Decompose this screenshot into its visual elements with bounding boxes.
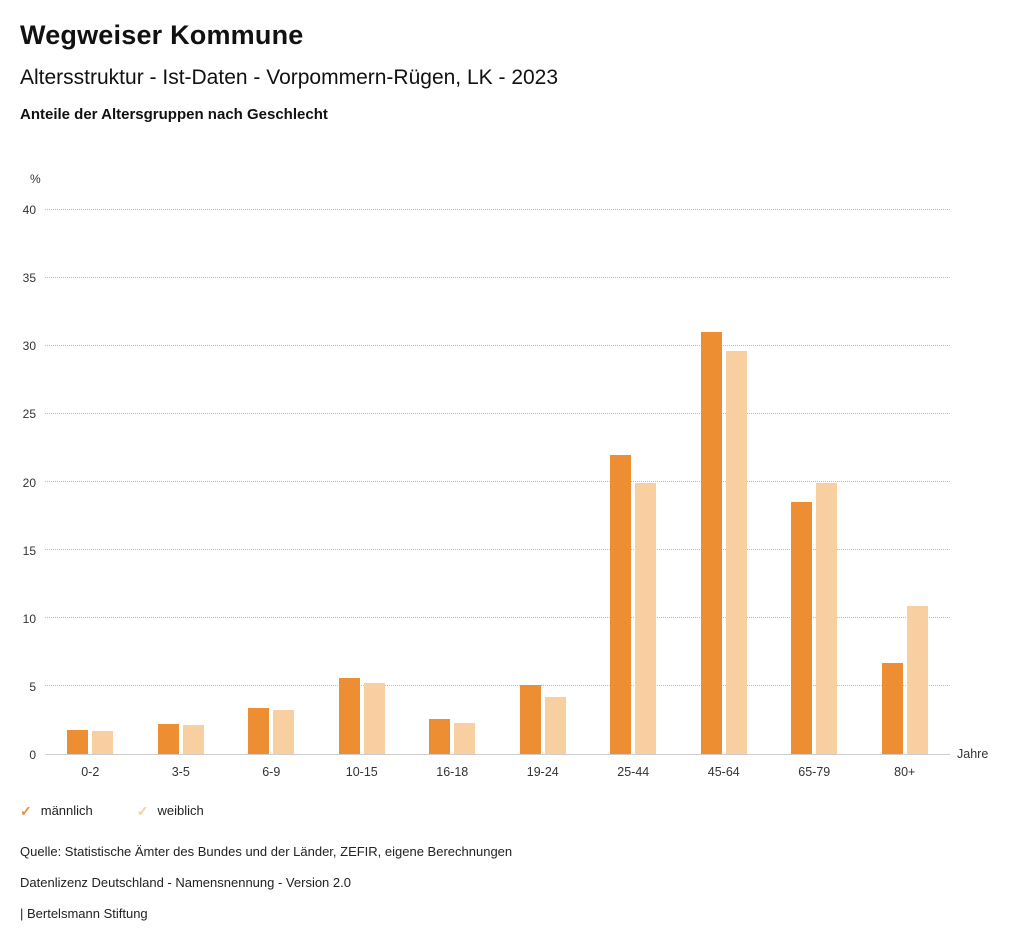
bar-maennlich[interactable] — [519, 684, 541, 754]
legend-label-maennlich: männlich — [40, 803, 93, 818]
legend-label-weiblich: weiblich — [157, 803, 204, 818]
check-icon: ✓ — [136, 802, 149, 819]
bar-weiblich[interactable] — [544, 696, 566, 754]
footer-attribution: | Bertelsmann Stiftung — [20, 906, 148, 921]
gridline — [45, 685, 950, 686]
y-axis-unit-label: % — [30, 172, 41, 186]
bar-group — [407, 210, 498, 754]
bar-weiblich[interactable] — [725, 351, 747, 754]
page-title: Wegweiser Kommune — [20, 20, 304, 50]
gridline — [45, 549, 950, 550]
bar-group — [226, 210, 317, 754]
legend-item-maennlich[interactable]: ✓ männlich — [20, 803, 93, 818]
y-tick-label: 0 — [29, 748, 36, 762]
gridline — [45, 413, 950, 414]
bar-weiblich[interactable] — [363, 683, 385, 754]
x-tick-label: 6-9 — [262, 765, 281, 779]
bar-maennlich[interactable] — [881, 662, 903, 754]
gridline — [45, 481, 950, 482]
bar-weiblich[interactable] — [454, 722, 476, 754]
y-tick-label: 15 — [22, 543, 36, 558]
bar-maennlich[interactable] — [791, 502, 813, 754]
footer-license: Datenlizenz Deutschland - Namensnennung … — [20, 875, 351, 890]
chart-title: Anteile der Altersgruppen nach Geschlech… — [20, 106, 328, 123]
x-axis: 0-2 3-5 6-9 10-15 16-18 19-24 25-44 45-64 65-79 8… — [45, 765, 950, 779]
legend-item-weiblich[interactable]: ✓ weiblich — [137, 803, 204, 818]
x-tick-label: 3-5 — [171, 765, 190, 779]
bar-group — [317, 210, 408, 754]
x-tick-label: 0-2 — [81, 765, 100, 779]
y-axis: 0 5 10 15 20 25 30 35 40 — [0, 203, 36, 762]
x-tick-label: 80+ — [894, 765, 916, 779]
plot-area — [45, 209, 950, 755]
x-tick-label: 65-79 — [798, 765, 831, 779]
x-tick-label: 10-15 — [345, 765, 378, 779]
y-tick-label: 35 — [22, 271, 36, 286]
y-tick-label: 25 — [22, 407, 36, 422]
x-tick-label: 25-44 — [617, 765, 650, 779]
x-axis-unit-label: Jahre — [957, 747, 989, 761]
footer-source: Quelle: Statistische Ämter des Bundes un… — [20, 844, 513, 859]
y-tick-label: 20 — [22, 475, 36, 490]
bar-weiblich[interactable] — [906, 605, 928, 754]
y-tick-label: 10 — [22, 611, 36, 626]
bar-maennlich[interactable] — [248, 707, 270, 754]
bar-weiblich[interactable] — [635, 483, 657, 754]
bars-container — [45, 210, 950, 754]
bar-weiblich[interactable] — [273, 710, 295, 754]
y-tick-label: 5 — [29, 679, 36, 694]
check-icon: ✓ — [20, 802, 32, 819]
bar-group — [498, 210, 589, 754]
gridline — [45, 617, 950, 618]
bar-maennlich[interactable] — [429, 718, 451, 754]
bar-weiblich[interactable] — [92, 730, 114, 754]
y-tick-label: 30 — [22, 339, 36, 354]
bar-maennlich[interactable] — [700, 332, 722, 754]
x-tick-label: 16-18 — [436, 765, 469, 779]
bar-weiblich[interactable] — [816, 483, 838, 754]
x-tick-label: 19-24 — [526, 765, 559, 779]
chart-subtitle: Altersstruktur - Ist-Daten - Vorpommern-… — [20, 66, 559, 89]
bar-maennlich[interactable] — [610, 454, 632, 754]
legend: ✓ männlich ✓ weiblich — [20, 803, 204, 818]
bar-group — [679, 210, 770, 754]
bar-maennlich[interactable] — [157, 724, 179, 754]
bar-maennlich[interactable] — [67, 729, 89, 754]
bar-group — [769, 210, 860, 754]
bar-group — [45, 210, 136, 754]
bar-maennlich[interactable] — [338, 677, 360, 754]
gridline — [45, 345, 950, 346]
y-tick-label: 40 — [22, 203, 36, 217]
gridline — [45, 209, 950, 210]
bar-group — [860, 210, 951, 754]
bar-group — [588, 210, 679, 754]
x-tick-label: 45-64 — [707, 765, 740, 779]
bar-group — [136, 210, 227, 754]
gridline — [45, 277, 950, 278]
bar-weiblich[interactable] — [182, 725, 204, 754]
